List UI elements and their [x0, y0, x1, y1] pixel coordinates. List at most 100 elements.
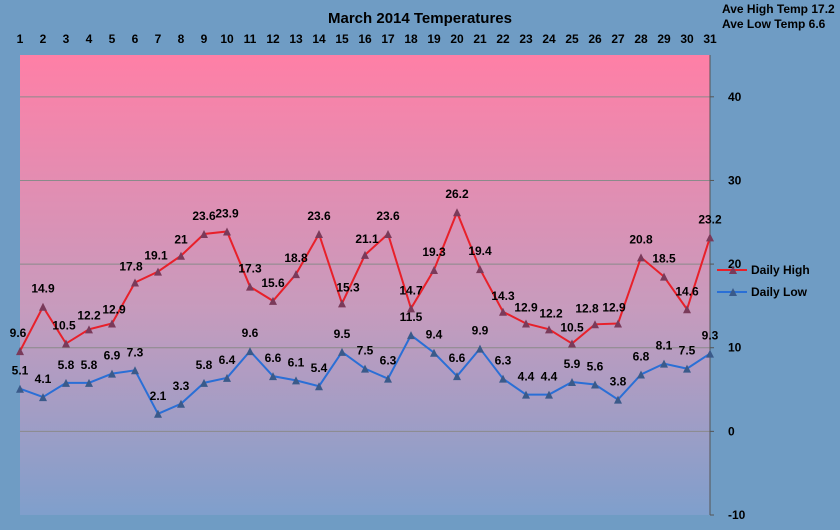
- data-label: 21.1: [355, 232, 379, 246]
- data-point: [706, 349, 714, 358]
- data-label: 14.6: [675, 284, 699, 298]
- data-point: [223, 373, 231, 382]
- x-tick-label: 19: [427, 32, 441, 46]
- data-point: [476, 265, 484, 274]
- data-label: 3.3: [173, 379, 190, 393]
- plot-area: [20, 55, 710, 515]
- data-point: [16, 384, 24, 393]
- data-point: [637, 253, 645, 262]
- legend-item-daily-low: Daily Low: [717, 285, 808, 299]
- data-point: [154, 267, 162, 276]
- data-label: 15.3: [336, 280, 360, 294]
- data-point: [200, 378, 208, 387]
- data-label: 6.1: [288, 355, 305, 369]
- data-point: [545, 390, 553, 399]
- x-tick-label: 30: [680, 32, 694, 46]
- chart-title: March 2014 Temperatures: [328, 10, 512, 27]
- ave-high-annotation: Ave High Temp 17.2: [722, 2, 835, 16]
- data-label: 12.2: [539, 306, 563, 320]
- data-label: 12.2: [77, 308, 101, 322]
- data-label: 10.5: [52, 319, 76, 333]
- data-point: [407, 331, 415, 340]
- x-tick-label: 14: [312, 32, 326, 46]
- data-label: 21: [174, 233, 188, 247]
- data-point: [154, 409, 162, 418]
- y-tick-label: 10: [728, 341, 742, 355]
- data-label: 17.3: [238, 262, 262, 276]
- legend-label-daily-low: Daily Low: [751, 285, 808, 299]
- data-point: [476, 344, 484, 353]
- data-label: 7.5: [357, 344, 374, 358]
- data-label: 5.8: [196, 358, 213, 372]
- x-tick-label: 10: [220, 32, 234, 46]
- data-point: [660, 359, 668, 368]
- legend: Daily High Daily Low: [717, 263, 810, 299]
- data-label: 14.7: [399, 283, 423, 297]
- data-label: 5.6: [587, 360, 604, 374]
- data-label: 12.9: [514, 300, 538, 314]
- data-label: 9.6: [10, 326, 27, 340]
- data-label: 10.5: [560, 321, 584, 335]
- data-point: [637, 370, 645, 379]
- x-tick-label: 25: [565, 32, 579, 46]
- data-point: [499, 374, 507, 383]
- x-tick-label: 6: [132, 32, 139, 46]
- data-label: 7.5: [679, 344, 696, 358]
- x-tick-label: 16: [358, 32, 372, 46]
- data-point: [591, 320, 599, 329]
- data-label: 19.1: [144, 249, 168, 263]
- data-point: [384, 374, 392, 383]
- data-label: 6.6: [449, 351, 466, 365]
- legend-item-daily-high: Daily High: [717, 263, 810, 277]
- data-point: [16, 347, 24, 356]
- data-label: 2.1: [150, 389, 167, 403]
- data-label: 9.3: [702, 329, 719, 343]
- data-label: 5.8: [81, 358, 98, 372]
- data-label: 4.1: [35, 372, 52, 386]
- data-label: 12.8: [575, 301, 599, 315]
- data-label: 5.9: [564, 357, 581, 371]
- data-label: 6.3: [380, 354, 397, 368]
- data-point: [683, 364, 691, 373]
- data-point: [430, 265, 438, 274]
- x-tick-label: 18: [404, 32, 418, 46]
- x-tick-label: 11: [244, 32, 257, 46]
- ave-low-annotation: Ave Low Temp 6.6: [722, 17, 826, 31]
- data-point: [384, 229, 392, 238]
- data-point: [522, 390, 530, 399]
- legend-label-daily-high: Daily High: [751, 263, 810, 277]
- data-label: 11.5: [400, 310, 423, 324]
- y-axis: -10 0 10 20 30 40: [709, 55, 746, 522]
- x-tick-label: 29: [657, 32, 671, 46]
- data-label: 14.9: [31, 282, 55, 296]
- data-label: 5.4: [311, 361, 328, 375]
- data-label: 9.9: [472, 324, 489, 338]
- data-label: 6.9: [104, 349, 121, 363]
- data-point: [545, 325, 553, 334]
- data-point: [85, 378, 93, 387]
- x-axis: 1 2 3 4 5 6 7 8 9 10 11 12 13 14 15 16 17 18 19 20 21 22 23 24 2…: [17, 32, 717, 46]
- data-point: [269, 296, 277, 305]
- data-label: 8.1: [656, 339, 673, 353]
- data-point: [108, 319, 116, 328]
- data-point: [108, 369, 116, 378]
- x-tick-label: 7: [155, 32, 162, 46]
- data-label: 18.5: [652, 252, 676, 266]
- data-label: 9.4: [426, 328, 443, 342]
- x-tick-label: 8: [178, 32, 185, 46]
- data-label: 14.3: [491, 289, 515, 303]
- data-label: 12.9: [102, 302, 126, 316]
- data-label: 5.8: [58, 358, 75, 372]
- data-label: 23.6: [376, 209, 400, 223]
- data-point: [223, 227, 231, 236]
- x-tick-label: 3: [63, 32, 70, 46]
- data-point: [269, 372, 277, 381]
- data-label: 3.8: [610, 375, 627, 389]
- data-point: [614, 319, 622, 328]
- series: [16, 208, 714, 418]
- data-label: 26.2: [445, 187, 469, 201]
- data-label: 12.9: [602, 300, 626, 314]
- x-tick-label: 13: [289, 32, 303, 46]
